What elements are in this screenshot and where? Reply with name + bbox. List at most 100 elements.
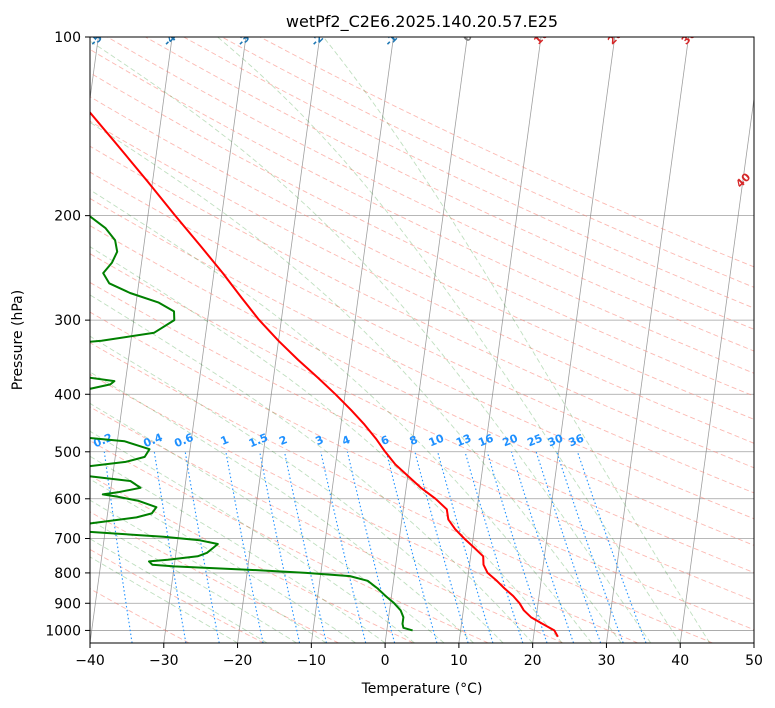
mixing-ratio-label: 2 bbox=[277, 433, 289, 448]
x-tick-label: 20 bbox=[524, 653, 542, 669]
moist-adiabat-line bbox=[90, 430, 415, 643]
mixing-ratio-line bbox=[385, 451, 438, 643]
isotherm-label: 0 bbox=[460, 30, 475, 45]
dry-adiabat-line bbox=[90, 72, 754, 397]
x-tick-label: 50 bbox=[745, 653, 763, 669]
dry-adiabat-line bbox=[90, 171, 754, 494]
x-tick-label: −20 bbox=[223, 653, 253, 669]
isotherm-label: -60 bbox=[13, 25, 36, 48]
isotherm-label: 20 bbox=[605, 27, 625, 47]
x-tick-label: 40 bbox=[671, 653, 689, 669]
isotherm-line bbox=[606, 37, 689, 643]
mixing-ratio-line bbox=[576, 451, 647, 643]
x-tick-label: −40 bbox=[75, 653, 105, 669]
dry-adiabat-line bbox=[90, 120, 754, 444]
mixing-ratio-label: 3 bbox=[313, 433, 325, 448]
y-tick-label: 600 bbox=[54, 492, 81, 508]
isotherm-label: 10 bbox=[531, 27, 551, 47]
temperature-profile-line bbox=[90, 110, 559, 638]
mixing-ratio-label: 10 bbox=[427, 432, 446, 450]
moist-adiabat-line bbox=[323, 37, 711, 643]
moist-adiabat-line bbox=[90, 121, 622, 643]
y-tick-label: 500 bbox=[54, 445, 81, 461]
mixing-ratio-line bbox=[486, 451, 548, 643]
isotherm-label: -10 bbox=[382, 26, 405, 49]
dry-adiabat-line bbox=[90, 96, 754, 420]
x-tick-label: 0 bbox=[381, 653, 390, 669]
mixing-ratio-label: 8 bbox=[408, 433, 420, 448]
moist-adiabat-line bbox=[90, 455, 386, 643]
isotherm-label: 30 bbox=[679, 27, 699, 47]
dry-adiabat-line bbox=[90, 225, 754, 546]
mixing-ratio-line bbox=[346, 451, 396, 643]
dry-adiabat-line bbox=[90, 440, 489, 643]
dry-adiabat-line bbox=[90, 281, 754, 602]
y-tick-label: 400 bbox=[54, 387, 81, 403]
dry-adiabat-line bbox=[90, 253, 754, 574]
isotherm-line bbox=[384, 37, 468, 643]
mixing-ratio-line bbox=[556, 451, 624, 643]
mixing-ratio-line bbox=[283, 451, 327, 643]
isotherm-line bbox=[753, 640, 754, 643]
moist-adiabat-line bbox=[90, 371, 474, 643]
dry-adiabat-line bbox=[90, 145, 754, 469]
dry-adiabat-line bbox=[90, 197, 754, 520]
moist-adiabat-line bbox=[90, 189, 593, 643]
isotherm-label: -40 bbox=[161, 25, 184, 48]
y-tick-label: 800 bbox=[54, 566, 81, 582]
mixing-ratio-line bbox=[437, 451, 494, 643]
y-tick-label: 100 bbox=[54, 30, 81, 46]
moist-adiabat-line bbox=[90, 335, 504, 643]
mixing-ratio-line bbox=[225, 451, 264, 643]
x-tick-label: 10 bbox=[450, 653, 468, 669]
mixing-ratio-label: 30 bbox=[546, 432, 565, 450]
dry-adiabat-line bbox=[221, 37, 754, 288]
y-tick-label: 900 bbox=[54, 596, 81, 612]
moist-adiabat-line bbox=[90, 40, 652, 643]
moist-adiabat-line bbox=[217, 37, 681, 643]
moist-adiabat-line bbox=[90, 519, 297, 643]
mixing-ratio-line bbox=[320, 451, 367, 643]
dry-adiabat-line bbox=[90, 475, 414, 643]
dry-adiabat-line bbox=[183, 37, 754, 309]
dry-adiabat-line bbox=[90, 406, 564, 643]
chart-title: wetPf2_C2E6.2025.140.20.57.E25 bbox=[286, 12, 558, 32]
y-axis: 100 200 300 400 500 600 700 800 900 1000 bbox=[45, 30, 90, 639]
dewpoint-profile-line bbox=[90, 215, 413, 632]
mixing-ratio-line bbox=[510, 451, 575, 643]
y-tick-label: 300 bbox=[54, 313, 81, 329]
isotherm-label: 40 bbox=[733, 170, 753, 190]
moist-adiabat-line bbox=[90, 478, 356, 643]
isotherm-line bbox=[163, 37, 247, 643]
y-tick-label: 700 bbox=[54, 532, 81, 548]
isotherm-line bbox=[90, 37, 173, 643]
dry-adiabat-line bbox=[90, 548, 265, 643]
moist-adiabat-line bbox=[90, 246, 563, 643]
dry-adiabat-line bbox=[107, 37, 754, 352]
dry-adiabat-line bbox=[145, 37, 754, 330]
mixing-ratio-label: 25 bbox=[525, 432, 544, 450]
moist-adiabat-line bbox=[90, 538, 268, 643]
isotherm-label: -20 bbox=[308, 25, 331, 48]
dry-adiabat-line bbox=[259, 37, 754, 268]
isotherm-line bbox=[679, 95, 754, 643]
mixing-ratio-label: 4 bbox=[340, 433, 352, 448]
mixing-ratio-line bbox=[464, 451, 524, 643]
moist-adiabat-line bbox=[90, 556, 238, 643]
moist-adiabat-line bbox=[90, 294, 534, 643]
moist-adiabat-line bbox=[90, 499, 327, 643]
isotherm-line bbox=[458, 37, 542, 643]
mixing-ratio-label: 36 bbox=[567, 432, 586, 450]
dry-adiabat-line bbox=[90, 588, 190, 643]
moist-adiabat-line bbox=[90, 402, 445, 643]
x-tick-label: −30 bbox=[149, 653, 179, 669]
mixing-ratio-line bbox=[259, 451, 301, 643]
x-tick-label: 30 bbox=[598, 653, 616, 669]
x-axis: −40 −30 −20 −10 0 10 20 30 40 50 bbox=[75, 643, 763, 669]
mixing-ratio-label: 13 bbox=[454, 432, 473, 450]
y-tick-label: 1000 bbox=[45, 623, 81, 639]
y-tick-label: 200 bbox=[54, 209, 81, 225]
mixing-ratio-line bbox=[535, 451, 602, 643]
isotherm-line bbox=[532, 37, 616, 643]
